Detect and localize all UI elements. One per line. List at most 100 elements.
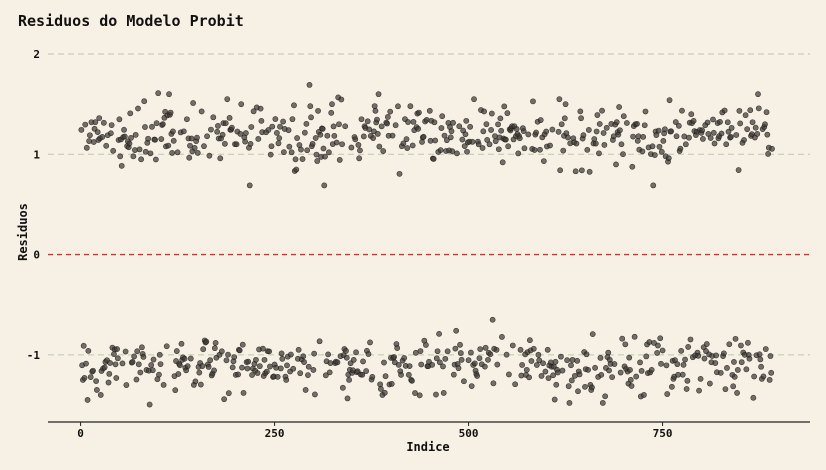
x-tick-label: 500 — [459, 427, 479, 440]
data-point — [718, 130, 725, 137]
data-point — [113, 375, 120, 381]
data-point — [207, 357, 214, 364]
data-point — [395, 361, 402, 368]
data-point — [515, 150, 522, 157]
data-point — [686, 134, 692, 141]
data-point — [490, 380, 497, 387]
data-point — [152, 136, 158, 143]
data-point — [613, 161, 619, 168]
data-point — [596, 121, 603, 127]
data-point — [283, 376, 290, 383]
data-point — [509, 342, 516, 349]
data-point — [303, 120, 310, 127]
data-point — [585, 366, 591, 373]
data-point — [324, 132, 331, 139]
data-point — [599, 107, 605, 114]
data-point — [172, 387, 179, 394]
data-point — [358, 116, 365, 123]
data-point — [338, 96, 345, 103]
data-point — [175, 371, 182, 377]
data-point — [322, 153, 328, 160]
data-point — [717, 369, 724, 376]
data-point — [255, 136, 262, 142]
data-point — [170, 137, 177, 144]
data-point — [649, 143, 656, 150]
data-point — [606, 367, 612, 374]
data-point — [237, 131, 244, 137]
data-point — [688, 111, 695, 118]
data-point — [627, 367, 633, 373]
data-point — [565, 134, 571, 141]
data-point — [596, 150, 602, 157]
data-point — [619, 335, 626, 342]
data-point — [384, 114, 391, 120]
data-point — [153, 120, 160, 127]
data-point — [518, 372, 525, 379]
data-point — [471, 96, 477, 103]
data-point — [568, 362, 574, 369]
data-point — [90, 367, 96, 374]
data-point — [492, 138, 499, 145]
data-point — [223, 357, 230, 364]
data-point — [156, 351, 163, 358]
data-point — [589, 331, 596, 338]
data-point — [301, 359, 307, 365]
data-point — [640, 134, 647, 140]
data-point — [339, 384, 346, 391]
data-point — [437, 147, 444, 154]
data-point — [697, 375, 704, 382]
data-point — [675, 122, 682, 129]
data-point — [618, 141, 625, 148]
data-point — [569, 356, 576, 363]
data-point — [401, 355, 408, 361]
data-point — [456, 123, 463, 130]
data-point — [173, 348, 180, 354]
data-point — [156, 371, 162, 378]
data-point — [160, 381, 167, 388]
data-point — [486, 141, 493, 148]
data-point — [763, 109, 770, 116]
data-point — [495, 121, 501, 128]
data-point — [661, 126, 668, 133]
data-point — [138, 344, 145, 351]
data-point — [121, 126, 127, 133]
data-point — [137, 369, 144, 376]
data-point — [442, 355, 449, 362]
data-point — [96, 115, 103, 121]
data-point — [165, 142, 172, 149]
data-point — [378, 123, 385, 130]
data-point — [727, 133, 734, 140]
data-point — [432, 137, 439, 144]
data-point — [535, 351, 542, 358]
data-point — [434, 348, 441, 355]
data-point — [170, 128, 176, 135]
data-point — [430, 156, 437, 162]
data-point — [242, 130, 249, 136]
data-point — [285, 127, 292, 134]
data-point — [436, 330, 442, 337]
data-point — [381, 359, 387, 366]
data-point — [365, 351, 372, 357]
data-point — [454, 150, 460, 157]
data-point — [481, 363, 488, 370]
data-point — [273, 364, 280, 371]
data-point — [713, 352, 720, 359]
data-point — [642, 108, 649, 115]
data-point — [258, 117, 265, 124]
data-point — [447, 134, 454, 141]
data-point — [293, 166, 300, 173]
data-point — [364, 118, 371, 125]
data-point — [444, 348, 451, 355]
data-point — [140, 354, 147, 360]
data-point — [353, 349, 359, 356]
data-point — [609, 374, 616, 381]
data-point — [536, 357, 543, 364]
data-point — [731, 373, 738, 380]
data-point — [380, 148, 387, 154]
data-point — [545, 375, 552, 381]
data-point — [594, 112, 601, 118]
data-point — [404, 145, 411, 151]
data-point — [405, 119, 411, 125]
y-tick-label: 1 — [33, 148, 40, 161]
data-point — [751, 373, 758, 380]
